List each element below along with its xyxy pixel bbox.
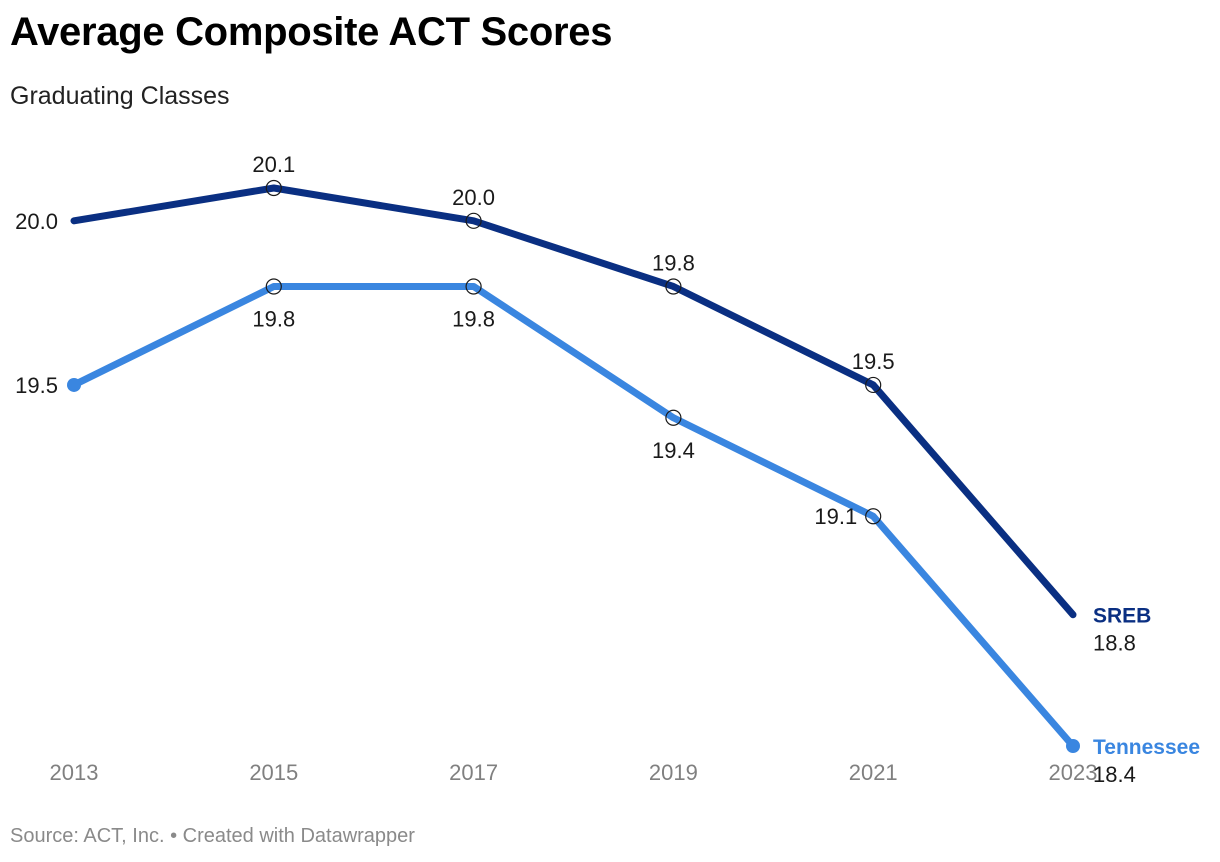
data-label: 19.4 (652, 438, 695, 463)
data-label: 19.1 (814, 504, 857, 529)
data-label: 19.5 (15, 373, 58, 398)
data-point-marker (465, 212, 482, 229)
data-point-marker (265, 278, 282, 295)
x-tick-label: 2021 (849, 760, 898, 785)
series-line-tennessee (70, 282, 1077, 750)
data-label: 19.8 (252, 306, 295, 331)
source-footer: Source: ACT, Inc. • Created with Datawra… (10, 825, 415, 847)
series-label-tennessee: Tennessee (1093, 736, 1200, 759)
data-point-marker (265, 179, 282, 197)
x-tick-label: 2023 (1049, 760, 1098, 785)
data-label: 19.8 (652, 250, 695, 275)
data-label: 18.8 (1093, 631, 1136, 656)
data-label: 19.8 (452, 306, 495, 331)
x-tick-label: 2013 (50, 760, 99, 785)
data-label: 18.4 (1093, 762, 1136, 787)
series-start-dot (67, 377, 81, 392)
series-label-sreb: SREB (1093, 605, 1151, 628)
data-label: 20.1 (252, 152, 295, 177)
data-point-marker (465, 278, 482, 295)
data-label: 19.5 (852, 349, 895, 374)
x-tick-label: 2017 (449, 760, 498, 785)
series-end-dot (1066, 739, 1080, 753)
data-label: 20.0 (15, 209, 58, 234)
data-point-marker (665, 409, 682, 426)
series-line-sreb (70, 184, 1077, 619)
x-tick-label: 2019 (649, 760, 698, 785)
data-point-marker (865, 508, 882, 525)
data-point-marker (665, 278, 682, 295)
data-point-marker (865, 376, 882, 394)
data-label: 20.0 (452, 185, 495, 210)
chart-subtitle: Graduating Classes (10, 82, 230, 110)
x-tick-label: 2015 (249, 760, 298, 785)
chart-title: Average Composite ACT Scores (10, 10, 613, 54)
